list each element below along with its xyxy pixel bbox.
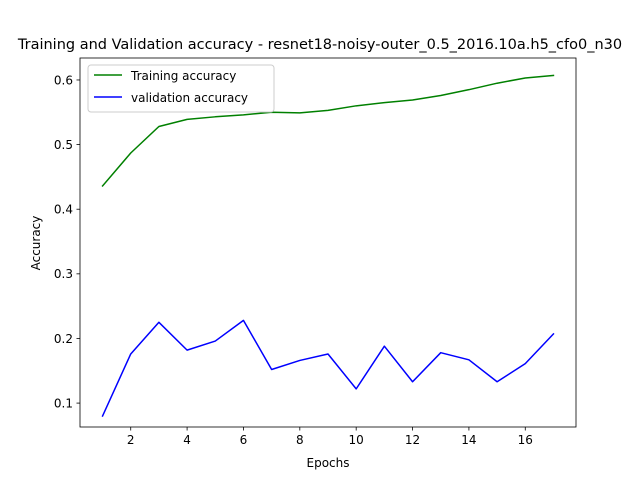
- y-tick-label: 0.4: [54, 203, 73, 217]
- y-tick-label: 0.5: [54, 138, 73, 152]
- y-tick-label: 0.3: [54, 267, 73, 281]
- x-tick-label: 8: [296, 433, 304, 447]
- y-tick-label: 0.2: [54, 332, 73, 346]
- legend-label-validation: validation accuracy: [131, 91, 248, 105]
- plot-frame: [79, 57, 577, 428]
- chart-title: Training and Validation accuracy - resne…: [17, 37, 622, 53]
- validation-accuracy-line: [101, 319, 555, 418]
- training-accuracy-line: [101, 74, 555, 188]
- x-tick-label: 2: [127, 433, 135, 447]
- x-tick-label: 10: [349, 433, 364, 447]
- x-tick-label: 16: [518, 433, 533, 447]
- legend-box: [87, 64, 275, 113]
- x-axis-label: Epochs: [307, 456, 350, 470]
- y-tick-label: 0.1: [54, 396, 73, 410]
- x-tick-label: 4: [183, 433, 191, 447]
- legend: Training accuracy validation accuracy: [87, 64, 275, 113]
- x-tick-label: 6: [240, 433, 248, 447]
- x-tick-label: 12: [405, 433, 420, 447]
- y-tick-label: 0.6: [54, 73, 73, 87]
- x-tick-label: 14: [461, 433, 476, 447]
- legend-label-training: Training accuracy: [130, 69, 236, 83]
- y-axis-label: Accuracy: [29, 216, 43, 271]
- data-series: [101, 74, 555, 418]
- axis-ticks: 2 4 6 8 10 12 14 16 0.1 0.2 0.3 0.4 0.5 0.6: [54, 73, 533, 447]
